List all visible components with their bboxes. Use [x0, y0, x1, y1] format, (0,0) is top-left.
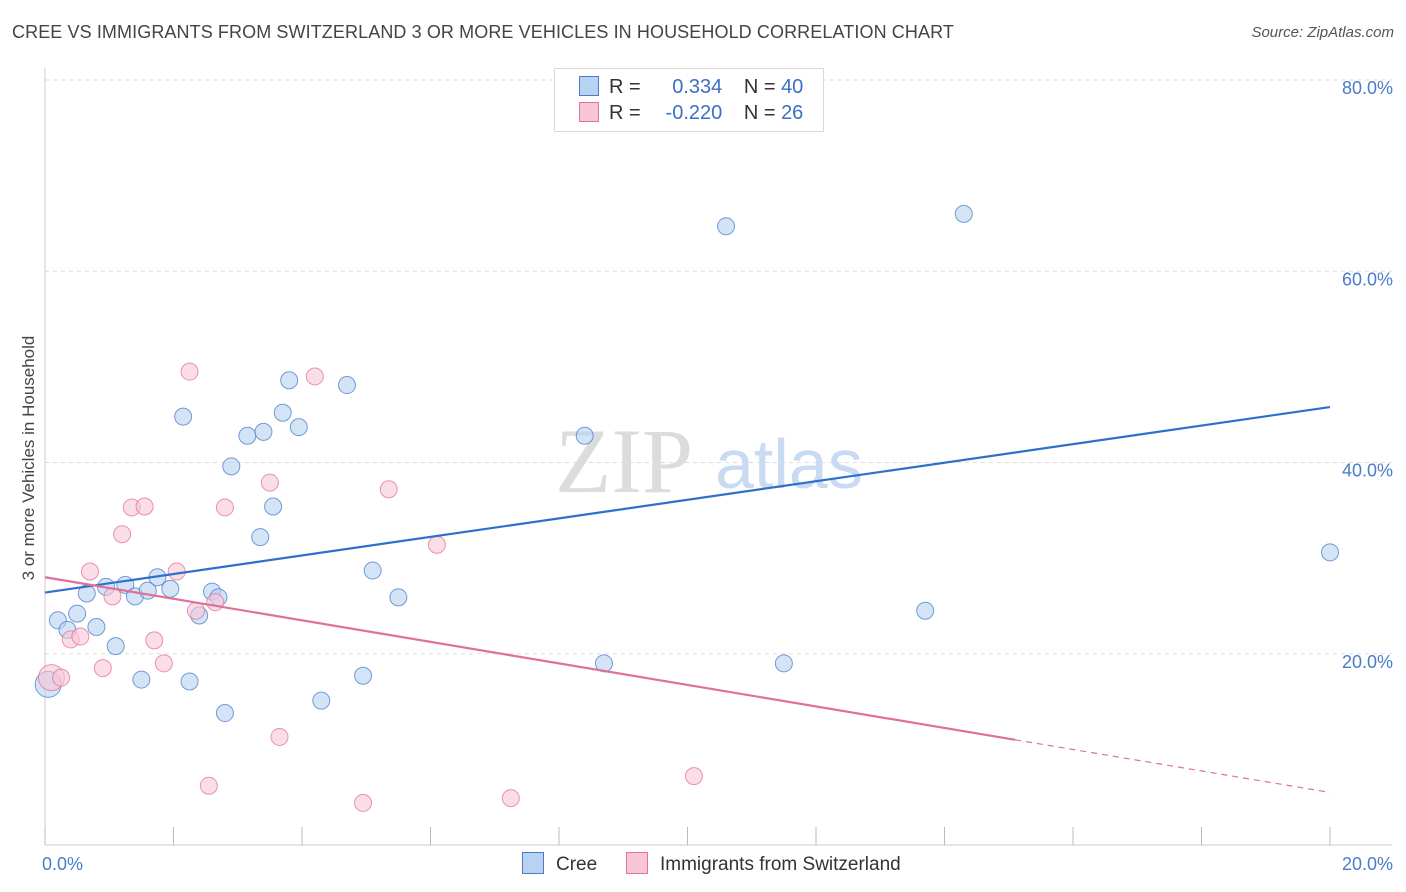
swiss-point [270, 727, 289, 746]
cree-trend-line [44, 405, 1331, 594]
gridlines [45, 79, 1392, 655]
x-tick-label: 0.0% [42, 854, 83, 874]
swiss-point [501, 789, 520, 808]
swiss-point [180, 362, 199, 381]
swiss-point [93, 659, 112, 678]
legend-r-value: 0.334 [672, 76, 723, 98]
y-tick-label: 20.0% [1342, 652, 1393, 672]
swiss-point [305, 367, 324, 386]
y-axis-label: 3 or more Vehicles in Household [19, 336, 38, 581]
cree-point [389, 588, 408, 607]
cree-point [273, 403, 292, 422]
cree-point [215, 704, 234, 723]
swiss-point [379, 480, 398, 499]
legend-r-value: -0.220 [665, 102, 723, 124]
y-tick-label: 60.0% [1342, 269, 1393, 289]
legend-r-label: R = [609, 76, 641, 98]
legend-swiss-label: Immigrants from Switzerland [660, 854, 901, 875]
cree-point [132, 670, 151, 689]
cree-point [289, 418, 308, 437]
swiss-swatch-icon [579, 102, 599, 122]
cree-point [774, 654, 793, 673]
series-legend: Cree Immigrants from Switzerland [0, 852, 1406, 878]
swiss-point [71, 627, 90, 646]
swiss-point [354, 793, 373, 812]
legend-n-value: 40 [781, 76, 804, 98]
swiss-point [135, 497, 154, 516]
cree-point [68, 604, 87, 623]
chart-title: CREE VS IMMIGRANTS FROM SWITZERLAND 3 OR… [12, 22, 954, 42]
y-tick-label: 80.0% [1342, 78, 1393, 98]
swiss-point [215, 498, 234, 517]
legend-item-swiss: Immigrants from Switzerland [626, 852, 901, 876]
cree-point [87, 617, 106, 636]
cree-swatch-icon [579, 76, 599, 96]
cree-point [106, 637, 125, 656]
cree-point [254, 422, 273, 441]
swiss-point [154, 654, 173, 673]
swiss-point [427, 535, 446, 554]
cree-point [174, 407, 193, 426]
legend-n-label: N = [743, 76, 776, 98]
swiss-point [113, 525, 132, 544]
swiss-point [206, 593, 225, 612]
cree-point [337, 376, 356, 395]
legend-n-label: N = [743, 102, 776, 124]
swiss-trend-extension [1015, 739, 1331, 793]
stats-legend: R = 0.334 N = 40 R = -0.220 N = 26 [554, 68, 824, 132]
legend-n-value: 26 [781, 102, 804, 124]
cree-point [954, 204, 973, 223]
legend-r-label: R = [609, 102, 641, 124]
swiss-point [260, 473, 279, 492]
swiss-point [684, 767, 703, 786]
y-tick-label: 40.0% [1342, 461, 1393, 481]
swiss-point [80, 562, 99, 581]
tick-labels: 20.0% 40.0% 60.0% 80.0% 0.0% 20.0% [42, 78, 1393, 874]
cree-point [312, 691, 331, 710]
cree-point [354, 666, 373, 685]
axes [44, 68, 1392, 846]
legend-row-swiss: R = -0.220 N = 26 [579, 102, 803, 126]
trend-lines [44, 405, 1331, 793]
watermark: ZIP atlas [555, 410, 863, 512]
watermark-atlas: atlas [715, 425, 863, 503]
data-points [34, 204, 1339, 812]
x-tick-label: 20.0% [1342, 854, 1393, 874]
swiss-point [145, 631, 164, 650]
cree-point [717, 217, 736, 236]
swiss-swatch-icon [626, 852, 648, 874]
watermark-zip: ZIP [555, 410, 693, 512]
cree-point [280, 371, 299, 390]
legend-row-cree: R = 0.334 N = 40 [579, 76, 803, 100]
cree-point [238, 426, 257, 445]
legend-cree-label: Cree [556, 854, 598, 875]
cree-point [1321, 543, 1339, 562]
legend-item-cree: Cree [522, 852, 597, 876]
cree-point [251, 528, 270, 547]
cree-swatch-icon [522, 852, 544, 874]
cree-point [264, 497, 283, 516]
swiss-point [167, 562, 186, 581]
swiss-point [199, 776, 218, 795]
source-label: Source: ZipAtlas.com [1251, 24, 1394, 41]
swiss-point [186, 601, 205, 620]
cree-point [180, 672, 199, 691]
swiss-trend-line [44, 576, 1016, 741]
cree-point [575, 426, 594, 445]
cree-point [222, 457, 241, 476]
cree-point [363, 561, 382, 580]
cree-point [916, 601, 935, 620]
swiss-point [52, 668, 71, 687]
cree-point [161, 579, 180, 598]
